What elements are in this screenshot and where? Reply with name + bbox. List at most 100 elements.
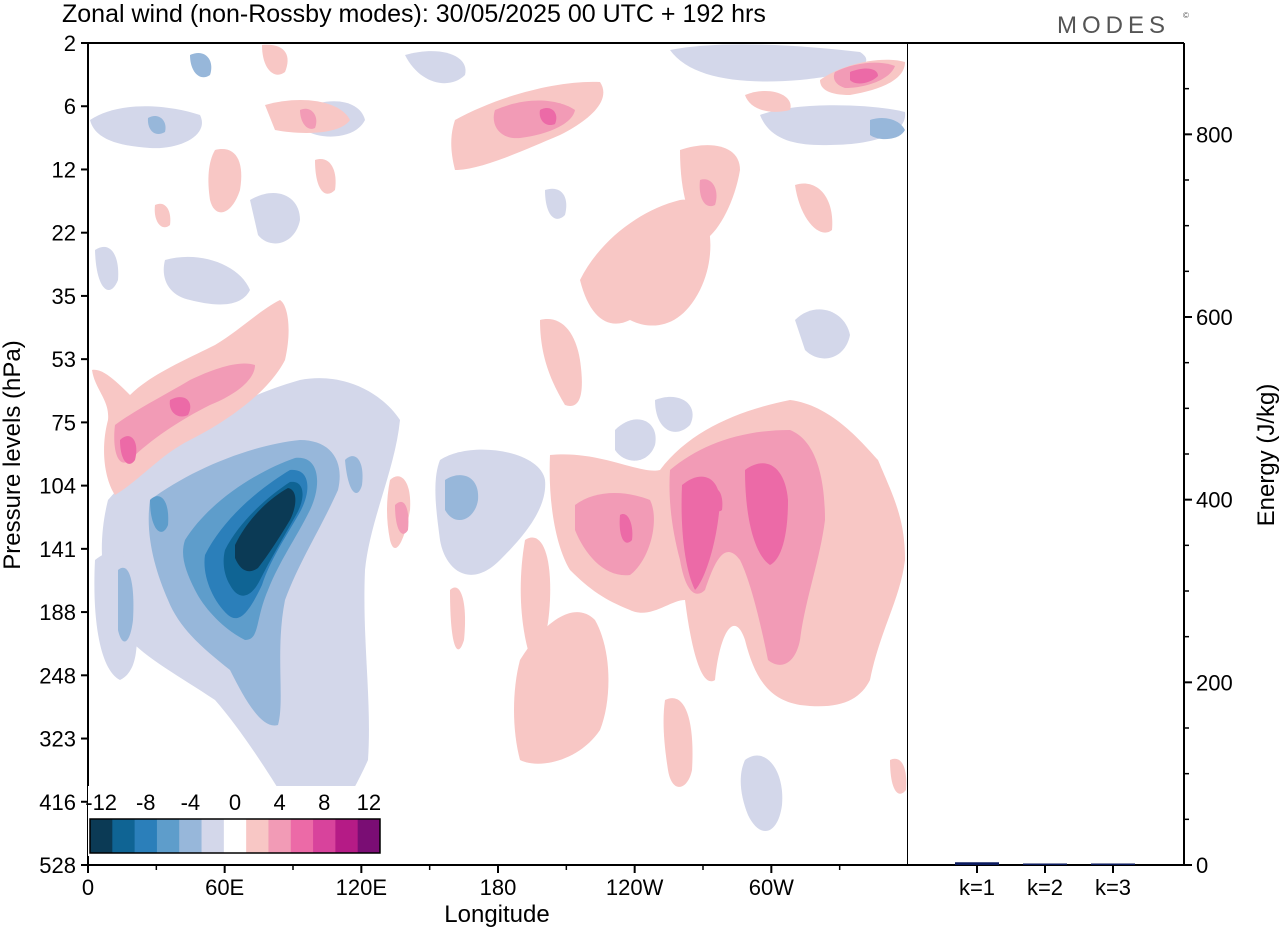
contour-neg-2-h xyxy=(163,256,250,305)
contour-neg-2-j xyxy=(670,44,867,82)
contour-neg-2-n xyxy=(405,51,466,84)
energy-tick-label: 600 xyxy=(1196,305,1233,330)
contour-pos-4-f xyxy=(699,179,717,207)
x-tick-label: 120W xyxy=(606,875,664,900)
contour-pos-2-c xyxy=(520,537,551,653)
y-tick-label: 22 xyxy=(52,221,76,246)
y-tick-label: 323 xyxy=(39,727,76,752)
x-tick-label: 0 xyxy=(82,875,94,900)
energy-bar xyxy=(1023,863,1067,865)
contour-neg-2-o xyxy=(95,246,119,290)
contour-pos-6-g xyxy=(850,68,878,84)
modes-logo: MODES © xyxy=(1057,11,1189,39)
contour-pos-2-i xyxy=(580,199,711,326)
contour-neg-2-i xyxy=(250,192,300,244)
contour-neg-12 xyxy=(235,488,296,572)
y-axis-ticks: 2 6 12 22 35 53 75 104 141 188 248 323 416 528 xyxy=(39,31,88,878)
logo-text: MODES xyxy=(1057,12,1170,39)
contour-pos-4-b xyxy=(575,493,654,576)
energy-category-label: k=1 xyxy=(959,875,995,900)
colorbar-legend: -12 -8 -4 0 4 8 12 xyxy=(85,786,382,856)
y-tick-label: 2 xyxy=(64,31,76,56)
colorbar-swatch xyxy=(156,819,180,853)
contour-pos-4-d xyxy=(493,100,575,139)
contour-pos-2-o xyxy=(208,149,242,213)
energy-category-label: k=2 xyxy=(1027,875,1063,900)
contour-pos-2-l xyxy=(795,183,833,233)
colorbar-tick-label: -4 xyxy=(181,790,201,815)
contour-pos-2-q xyxy=(315,159,336,194)
colorbar-tick-label: 0 xyxy=(229,790,241,815)
contour-neg-2-g xyxy=(90,106,202,149)
colorbar-swatch xyxy=(179,819,203,853)
colorbar-tick-label: 8 xyxy=(318,790,330,815)
contour-neg-4-c xyxy=(345,456,363,493)
energy-bar xyxy=(955,862,999,865)
colorbar-swatch xyxy=(201,819,225,853)
heatmap-field xyxy=(88,43,908,865)
contour-neg-2-b xyxy=(615,419,656,461)
colorbar-swatch xyxy=(268,819,292,853)
energy-category-label: k=3 xyxy=(1095,875,1131,900)
energy-panel xyxy=(908,43,1184,865)
y-axis-label: Pressure levels (hPa) xyxy=(0,340,26,569)
energy-tick-label: 400 xyxy=(1196,488,1233,513)
contour-pos-6-b xyxy=(169,397,191,417)
y-tick-label: 35 xyxy=(52,284,76,309)
colorbar-swatch xyxy=(335,819,359,853)
contour-neg-4-f xyxy=(147,115,166,135)
y-tick-label: 188 xyxy=(39,600,76,625)
colorbar-outline xyxy=(89,818,381,854)
colorbar-tick-label: 4 xyxy=(273,790,285,815)
x-tick-label: 60W xyxy=(749,875,794,900)
contour-pos-6-h xyxy=(711,488,723,512)
colorbar-tick-label: -12 xyxy=(85,790,117,815)
contour-pos-4-h xyxy=(300,108,317,129)
colorbar-swatch xyxy=(223,819,247,853)
colorbar-swatch xyxy=(290,819,314,853)
y-tick-label: 12 xyxy=(52,157,76,182)
contour-pos-2-g xyxy=(450,587,466,650)
contour-neg-2-e xyxy=(795,309,850,359)
energy-axis-ticks: 0 200 400 600 800 xyxy=(1184,87,1233,878)
y-tick-label: 75 xyxy=(52,410,76,435)
colorbar-swatch xyxy=(90,819,113,853)
y-tick-label: 6 xyxy=(64,94,76,119)
energy-tick-label: 200 xyxy=(1196,670,1233,695)
contour-neg-6-a xyxy=(150,496,169,532)
colorbar-swatch xyxy=(134,819,158,853)
x-tick-label: 120E xyxy=(336,875,387,900)
colorbar-tick-label: -8 xyxy=(136,790,156,815)
energy-bar xyxy=(1091,863,1135,865)
y-tick-label: 248 xyxy=(39,663,76,688)
y-tick-label: 104 xyxy=(39,474,76,499)
contour-neg-2-d xyxy=(740,755,783,832)
energy-bars: k=1 k=2 k=3 xyxy=(955,862,1135,900)
colorbar-tick-label: 12 xyxy=(357,790,381,815)
contour-pos-2-r xyxy=(262,44,288,75)
contour-pos-2-s xyxy=(154,203,171,228)
x-axis-ticks: 0 60E 120E 180 120W 60W xyxy=(82,865,841,900)
y-tick-label: 416 xyxy=(39,790,76,815)
contour-pos-2-j xyxy=(540,319,582,406)
contour-pos-6-e xyxy=(745,463,788,565)
contour-pos-2-e xyxy=(663,698,693,787)
energy-axis-label: Energy (J/kg) xyxy=(1253,384,1280,527)
colorbar-swatch xyxy=(357,819,381,853)
contour-neg-2-k xyxy=(760,105,906,146)
contour-neg-4-a xyxy=(118,567,134,642)
colorbar-swatch xyxy=(246,819,269,853)
x-axis-label: Longitude xyxy=(444,901,549,928)
colorbar-swatch xyxy=(313,819,336,853)
energy-tick-label: 0 xyxy=(1196,853,1208,878)
x-tick-label: 60E xyxy=(205,875,244,900)
contour-pos-6-a xyxy=(120,436,137,464)
y-tick-label: 528 xyxy=(39,853,76,878)
y-tick-label: 141 xyxy=(39,537,76,562)
y-tick-label: 53 xyxy=(52,347,76,372)
contour-neg-2-c xyxy=(655,396,693,432)
contour-neg-4-b xyxy=(445,475,479,521)
contour-neg-4-e xyxy=(870,118,905,140)
colorbar-swatch xyxy=(112,819,136,853)
